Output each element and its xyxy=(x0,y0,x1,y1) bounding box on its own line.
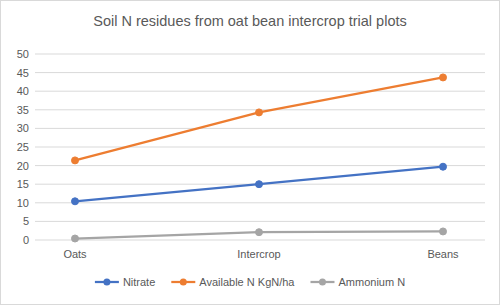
grid-line xyxy=(35,202,485,203)
y-tick-label: 35 xyxy=(17,104,29,116)
grid-line xyxy=(35,91,485,92)
legend-item: Nitrate xyxy=(95,276,155,288)
y-tick-label: 20 xyxy=(17,160,29,172)
chart-title: Soil N residues from oat bean intercrop … xyxy=(93,13,407,29)
y-tick-label: 10 xyxy=(17,197,29,209)
y-tick-label: 15 xyxy=(17,178,29,190)
legend-marker xyxy=(319,279,326,286)
grid-line xyxy=(35,54,485,55)
x-tick-label: Oats xyxy=(63,248,87,260)
series-marker xyxy=(256,229,263,236)
legend-marker xyxy=(103,279,110,286)
series-line xyxy=(75,167,443,202)
series-line xyxy=(75,77,443,160)
series-marker xyxy=(72,157,79,164)
grid-line xyxy=(35,165,485,166)
y-tick-label: 45 xyxy=(17,67,29,79)
series-marker xyxy=(72,198,79,205)
legend-item: Ammonium N xyxy=(310,276,405,288)
legend-label: Ammonium N xyxy=(338,276,405,288)
legend-marker xyxy=(180,279,187,286)
grid-line xyxy=(35,240,485,241)
series-marker xyxy=(72,235,79,242)
plot-area xyxy=(72,74,447,242)
x-tick-label: Beans xyxy=(427,248,459,260)
y-tick-label: 0 xyxy=(23,234,29,246)
legend-label: Nitrate xyxy=(123,276,155,288)
chart-border xyxy=(1,1,500,305)
chart-container: Soil N residues from oat bean intercrop … xyxy=(0,0,500,305)
grid-line xyxy=(35,72,485,73)
series-marker xyxy=(440,163,447,170)
legend-item: Available N KgN/ha xyxy=(171,276,295,288)
y-tick-label: 30 xyxy=(17,122,29,134)
y-tick-label: 25 xyxy=(17,141,29,153)
grid-line xyxy=(35,128,485,129)
y-tick-label: 5 xyxy=(23,215,29,227)
legend-label: Available N KgN/ha xyxy=(199,276,295,288)
y-tick-label: 50 xyxy=(17,48,29,60)
grid-line xyxy=(35,147,485,148)
series-marker xyxy=(440,228,447,235)
chart-svg: Soil N residues from oat bean intercrop … xyxy=(0,0,500,305)
series-marker xyxy=(256,181,263,188)
x-tick-label: Intercrop xyxy=(237,248,280,260)
grid-line xyxy=(35,221,485,222)
series-marker xyxy=(256,109,263,116)
legend: Nitrate Available N KgN/ha Ammonium N xyxy=(95,276,405,288)
y-tick-label: 40 xyxy=(17,85,29,97)
series-marker xyxy=(440,74,447,81)
